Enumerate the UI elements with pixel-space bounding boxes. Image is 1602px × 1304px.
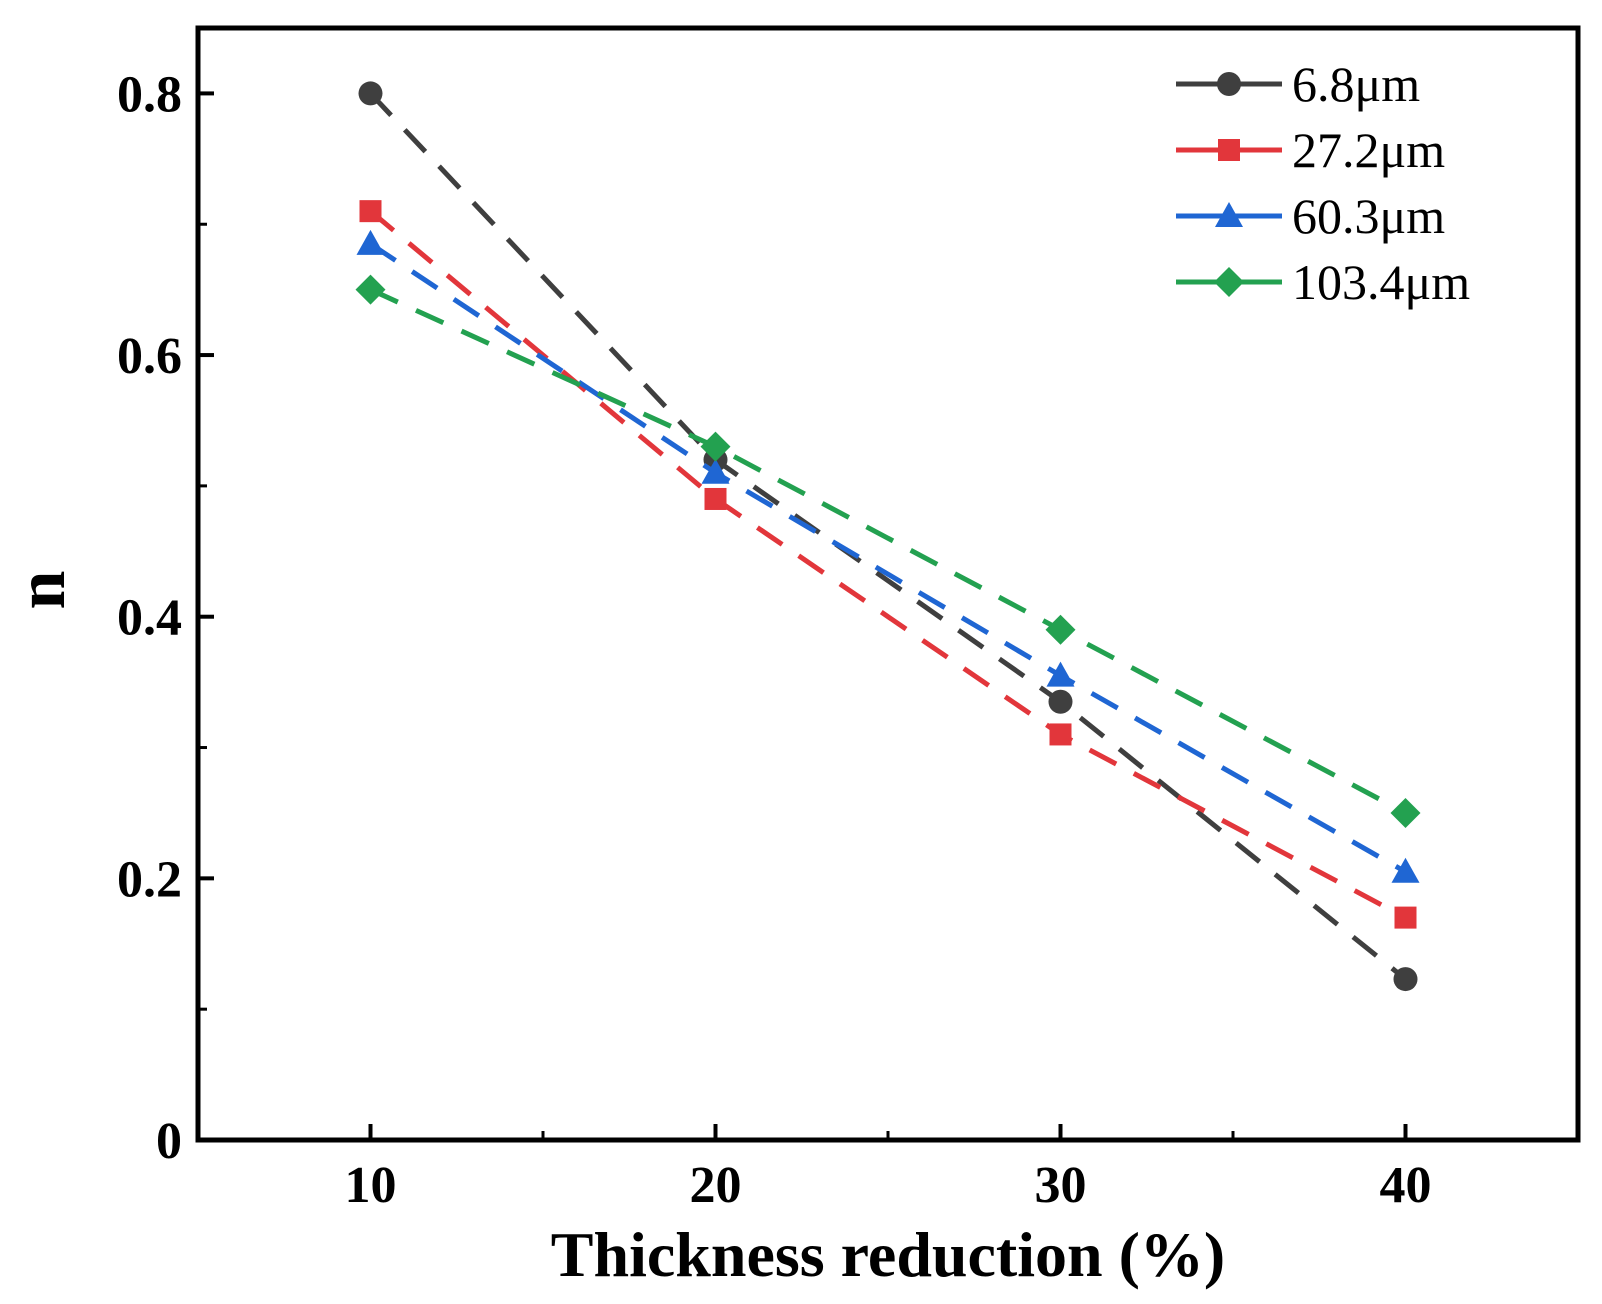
data-point — [701, 458, 730, 484]
data-point — [1394, 906, 1417, 929]
legend: 6.8μm 27.2μm 60.3μm 103.4μm — [1176, 56, 1470, 310]
y-tick-label: 0.2 — [117, 851, 182, 908]
legend-item: 60.3μm — [1176, 188, 1445, 244]
x-tick-label: 10 — [345, 1157, 397, 1214]
data-point — [358, 81, 383, 106]
data-point — [1390, 797, 1421, 828]
legend-marker — [1217, 72, 1241, 96]
x-tick-label: 20 — [690, 1157, 742, 1214]
legend-label: 6.8μm — [1292, 56, 1420, 112]
data-point — [704, 487, 727, 510]
data-point — [1049, 723, 1072, 746]
legend-label: 27.2μm — [1292, 122, 1445, 178]
legend-label: 60.3μm — [1292, 188, 1445, 244]
data-point — [1393, 967, 1418, 992]
series-2 — [359, 200, 1417, 929]
series-line — [368, 209, 1407, 920]
legend-item: 103.4μm — [1176, 254, 1470, 310]
legend-item: 27.2μm — [1176, 122, 1445, 178]
data-point — [355, 274, 386, 305]
y-tick-label: 0.4 — [117, 590, 182, 647]
legend-label: 103.4μm — [1292, 254, 1470, 310]
series-4 — [355, 274, 1421, 828]
legend-marker — [1215, 202, 1243, 227]
series-3 — [356, 229, 1420, 883]
x-axis-title: Thickness reduction (%) — [551, 1219, 1225, 1290]
data-point — [700, 431, 731, 462]
data-point — [1045, 614, 1076, 645]
data-series — [355, 81, 1421, 992]
series-line — [369, 241, 1407, 874]
series-line — [368, 91, 1408, 982]
data-point — [1046, 661, 1075, 687]
y-axis-title: n — [3, 571, 80, 610]
y-tick-label: 0 — [156, 1113, 182, 1170]
x-tick-label: 40 — [1380, 1157, 1432, 1214]
data-point — [1391, 857, 1420, 883]
series-line — [369, 287, 1407, 816]
x-tick-label: 30 — [1035, 1157, 1087, 1214]
data-point — [359, 200, 382, 223]
data-point — [356, 229, 385, 255]
data-point — [1048, 689, 1073, 714]
axis-ticks: 10 20 30 40 0 0.2 0.4 0.6 0.8 — [117, 66, 1432, 1214]
legend-marker — [1218, 139, 1240, 161]
y-tick-label: 0.8 — [117, 66, 182, 123]
y-tick-label: 0.6 — [117, 328, 182, 385]
legend-marker — [1214, 267, 1244, 297]
legend-item: 6.8μm — [1176, 56, 1420, 112]
